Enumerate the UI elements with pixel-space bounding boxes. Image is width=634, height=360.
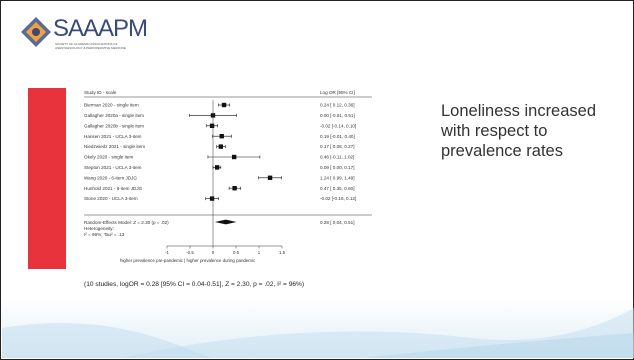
study-label: Hansen 2021 - UCLA 3-item <box>84 134 142 139</box>
study-point-estimate <box>209 123 215 128</box>
study-label: Bierman 2020 - single item <box>84 103 139 108</box>
study-point-estimate <box>209 196 215 201</box>
slide-bullet-text: Loneliness increased with respect to pre… <box>441 102 597 160</box>
x-tick-label: 0 <box>212 250 215 255</box>
heterogeneity-value: I² = 96%; Tau² = .13 <box>84 232 125 237</box>
study-ci-text: 0.09 [ 0.00, 0.17] <box>320 165 354 170</box>
model-label: Random-Effects Model: Z = 2.30 (p = .02) <box>84 220 169 225</box>
study-label: Gallagher 2020a - single item <box>84 113 144 118</box>
column-header-ci: Log OR [95% CI] <box>320 90 355 95</box>
study-ci-text: 0.46 [-0.11, 1.02] <box>320 155 354 160</box>
x-tick-label: -0.5 <box>186 250 194 255</box>
accent-bar <box>28 88 66 269</box>
study-ci-text: 1.24 [ 0.99, 1.49] <box>320 175 354 180</box>
study-point-estimate <box>214 165 220 170</box>
model-ci-text: 0.28 [ 0.04, 0.51] <box>320 220 354 225</box>
decorative-wave <box>2 308 634 358</box>
heterogeneity-label: Heterogeneity: <box>84 226 114 231</box>
study-ci-text: 0.17 [ 0.08, 0.27] <box>320 144 354 149</box>
study-label: Niedzwiedz 2021 - single item <box>84 144 145 149</box>
study-label: Stepton 2021 - UCLA 3-item <box>84 165 142 170</box>
forest-plot-image: Study ID - scale Log OR [95% CI] Bierman… <box>76 84 390 306</box>
study-ci-text: 0.24 [ 0.12, 0.36] <box>320 103 354 108</box>
x-tick-label: -1 <box>165 250 169 255</box>
x-tick-label: 1.5 <box>279 250 286 255</box>
saaapm-logo: SAAAPM SOCIETY OF ACADEMIC ASSOCIATIONS … <box>19 13 148 57</box>
study-point-estimate <box>218 144 224 149</box>
study-label: Hunhold 2021 - 6-item JDJG <box>84 186 143 191</box>
study-label: Wang 2020 - 6-item JDJG <box>84 175 137 180</box>
study-ci-text: 0.19 [-0.01, 0.40] <box>320 134 355 139</box>
study-ci-text: -0.02 [-0.14, 0.10] <box>320 123 356 128</box>
x-tick-label: 1 <box>258 250 261 255</box>
x-tick-label: 0.5 <box>233 250 240 255</box>
study-ci-text: -0.02 [-0.16, 0.12] <box>320 196 356 201</box>
x-axis-caption: higher prevalence pre-pandemic | higher … <box>120 258 256 263</box>
study-point-estimate <box>232 186 237 191</box>
study-label: Stone 2020 - UCLA 3-item <box>84 196 138 201</box>
study-point-estimate <box>231 154 237 160</box>
study-label: Okely 2020 - single item <box>84 155 133 160</box>
study-point-estimate <box>221 102 227 108</box>
study-ci-text: 0.00 [-0.51, 0.51] <box>320 113 355 118</box>
summary-statistics: (10 studies, logOR = 0.28 [95% CI = 0.04… <box>84 281 305 288</box>
study-ci-text: 0.47 [ 0.35, 0.60] <box>320 186 354 191</box>
study-point-estimate <box>219 134 224 139</box>
logo-subtitle: SOCIETY OF ACADEMIC ASSOCIATIONS OF ANES… <box>55 42 126 50</box>
column-header-study: Study ID - scale <box>84 90 117 95</box>
logo-diamond-icon <box>21 17 51 47</box>
logo-wordmark: SAAAPM <box>53 15 148 42</box>
study-label: Gallagher 2020b - single item <box>84 123 144 128</box>
study-point-estimate <box>267 175 273 180</box>
model-diamond <box>214 219 237 225</box>
